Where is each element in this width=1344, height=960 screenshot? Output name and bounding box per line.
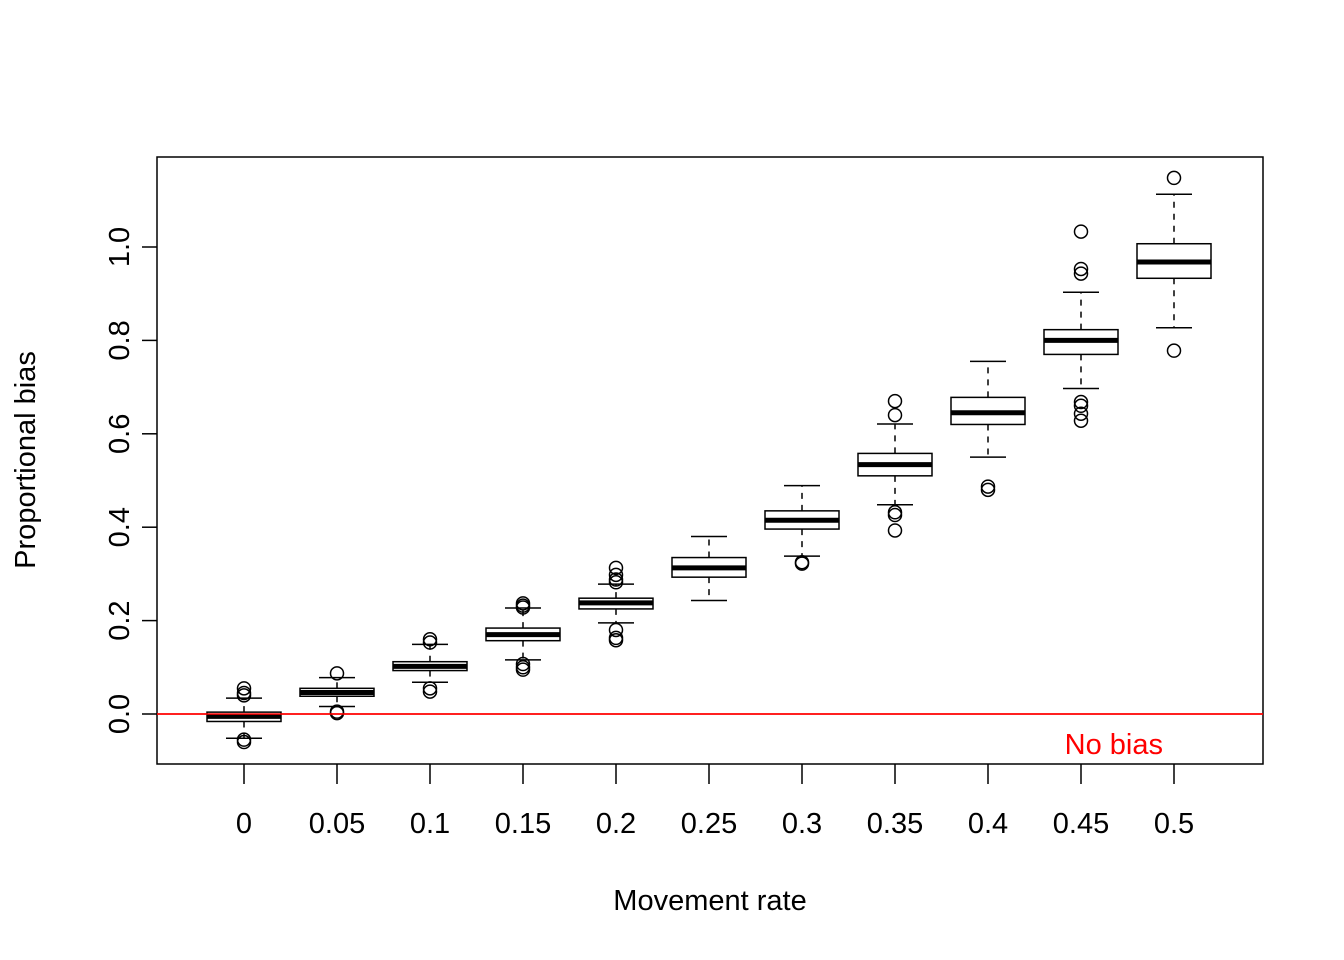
box-0 <box>206 681 282 750</box>
outlier-point <box>980 482 996 498</box>
outlier-point <box>1073 398 1089 414</box>
x-tick-label: 0.05 <box>309 808 365 840</box>
outlier-point <box>1073 394 1089 410</box>
outlier-point <box>1073 266 1089 281</box>
x-tick-label: 0 <box>236 808 252 840</box>
y-tick-label: 0.2 <box>104 600 136 640</box>
outlier-point <box>608 567 624 583</box>
outlier-point <box>329 666 345 681</box>
outlier-point <box>422 635 438 650</box>
box-0.45 <box>1043 224 1119 428</box>
x-tick-label: 0.5 <box>1154 808 1194 840</box>
outlier-point <box>608 632 624 648</box>
y-tick-label: 0.4 <box>104 507 136 547</box>
outlier-point <box>887 407 903 423</box>
x-tick-label: 0.35 <box>867 808 923 840</box>
outlier-point <box>608 560 624 576</box>
outlier-point <box>329 705 345 721</box>
outlier-point <box>608 575 624 590</box>
x-tick-label: 0.4 <box>968 808 1008 840</box>
x-tick-label: 0.15 <box>495 808 551 840</box>
outlier-point <box>515 656 531 672</box>
y-axis: 0.0 0.2 0.4 0.6 0.8 1.0 <box>104 227 157 734</box>
outlier-point <box>1073 261 1089 277</box>
x-tick-label: 0.3 <box>782 808 822 840</box>
outlier-point <box>422 684 438 699</box>
box-0.2 <box>578 560 654 648</box>
x-tick-label: 0.2 <box>596 808 636 840</box>
box-0.05 <box>299 666 375 721</box>
outlier-point <box>794 556 810 571</box>
y-tick-label: 0.0 <box>104 694 136 734</box>
box-0.35 <box>857 393 933 538</box>
y-axis-title: Proportional bias <box>10 351 42 569</box>
outlier-point <box>980 479 996 494</box>
outlier-point <box>1073 406 1089 421</box>
box-0.25 <box>671 535 747 602</box>
outlier-point <box>1166 343 1182 358</box>
box-0.5 <box>1136 170 1212 358</box>
outlier-point <box>887 507 903 523</box>
outlier-point <box>422 681 438 696</box>
outlier-point <box>608 622 624 638</box>
x-axis-title: Movement rate <box>613 885 806 917</box>
x-tick-label: 0.1 <box>410 808 450 840</box>
outlier-point <box>236 681 252 696</box>
x-axis: 0 0.05 0.1 0.15 0.2 0.25 0.3 0.35 0.4 0.45 0.5 <box>236 764 1194 840</box>
outlier-point <box>515 600 531 615</box>
outlier-point <box>422 632 438 647</box>
outlier-point <box>236 734 252 750</box>
outlier-point <box>1166 170 1182 186</box>
outlier-point <box>1073 224 1089 239</box>
y-tick-label: 1.0 <box>104 227 136 267</box>
y-tick-label: 0.6 <box>104 414 136 454</box>
outlier-point <box>887 505 903 520</box>
x-tick-label: 0.25 <box>681 808 737 840</box>
box-0.3 <box>764 484 840 571</box>
boxes-layer <box>157 170 1263 750</box>
box-0.1 <box>392 632 468 699</box>
outlier-point <box>887 393 903 409</box>
box-0.4 <box>950 360 1026 498</box>
outlier-point <box>236 688 252 703</box>
box-0.15 <box>485 596 561 677</box>
reference-line-label: No bias <box>1065 729 1163 761</box>
outlier-point <box>887 523 903 538</box>
outlier-point <box>515 662 531 677</box>
outlier-point <box>1073 413 1089 428</box>
y-tick-label: 0.8 <box>104 320 136 360</box>
plot-frame <box>156 156 1264 765</box>
x-tick-label: 0.45 <box>1053 808 1109 840</box>
